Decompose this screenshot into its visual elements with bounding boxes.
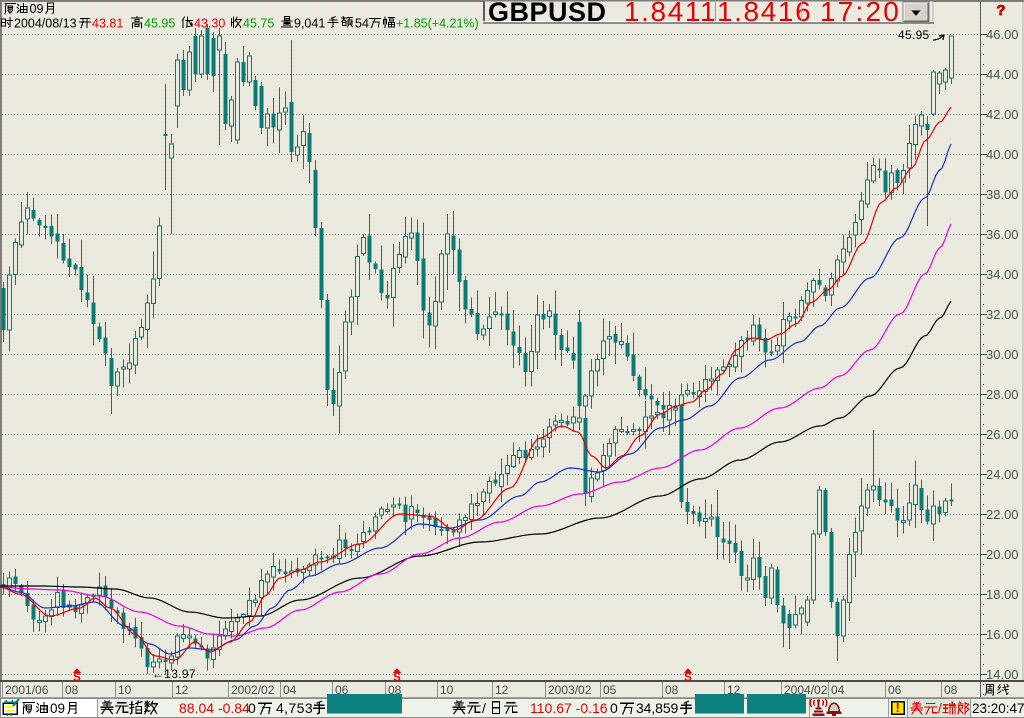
svg-text:4,753: 4,753	[276, 700, 313, 716]
svg-text:+1.85(+4.21%): +1.85(+4.21%)	[396, 17, 479, 31]
svg-text:36.00: 36.00	[986, 227, 1019, 242]
svg-text:06: 06	[335, 683, 349, 697]
svg-text:45.75: 45.75	[243, 17, 274, 31]
svg-text:09: 09	[30, 2, 44, 16]
svg-text:04: 04	[283, 683, 297, 697]
svg-text:←13.97: ←13.97	[152, 667, 196, 681]
svg-text:08: 08	[388, 683, 402, 697]
svg-text:43.81: 43.81	[92, 17, 123, 31]
svg-text:34.00: 34.00	[986, 267, 1019, 282]
svg-text:2004/08/13: 2004/08/13	[14, 17, 77, 31]
svg-text:2003/02: 2003/02	[548, 683, 592, 697]
svg-text:2002/02: 2002/02	[231, 683, 275, 697]
svg-text:23:20:47: 23:20:47	[972, 701, 1024, 716]
svg-text:2004/02: 2004/02	[784, 683, 828, 697]
svg-text:12: 12	[727, 683, 741, 697]
svg-text:12: 12	[175, 683, 189, 697]
svg-text:0: 0	[610, 700, 618, 716]
svg-text:30.00: 30.00	[986, 347, 1019, 362]
svg-text:44.00: 44.00	[986, 67, 1019, 82]
svg-text:GBPUSD: GBPUSD	[488, 0, 607, 27]
svg-text:12: 12	[495, 683, 509, 697]
svg-text:08: 08	[665, 683, 679, 697]
svg-text:05: 05	[603, 683, 617, 697]
svg-text:24.00: 24.00	[986, 467, 1019, 482]
svg-text:1.8416: 1.8416	[717, 0, 812, 27]
svg-text:?: ?	[996, 2, 1005, 19]
svg-text:38.00: 38.00	[986, 187, 1019, 202]
svg-text:S: S	[393, 672, 401, 684]
svg-text:0: 0	[248, 700, 256, 716]
svg-text:S: S	[684, 672, 692, 684]
svg-text:20.00: 20.00	[986, 547, 1019, 562]
svg-text:10: 10	[118, 683, 132, 697]
svg-text:88.04 -0.84: 88.04 -0.84	[179, 700, 250, 716]
svg-text:45.95: 45.95	[144, 17, 175, 31]
svg-text:28.00: 28.00	[986, 387, 1019, 402]
svg-text:18.00: 18.00	[986, 587, 1019, 602]
svg-text:32.00: 32.00	[986, 307, 1019, 322]
svg-text:/: /	[938, 701, 942, 716]
svg-text:110.67 -0.16: 110.67 -0.16	[530, 700, 608, 716]
svg-text:34,859: 34,859	[636, 700, 679, 716]
svg-text:14.00: 14.00	[986, 667, 1019, 682]
svg-text:22.00: 22.00	[986, 507, 1019, 522]
svg-text:16.00: 16.00	[986, 627, 1019, 642]
svg-text:9,041: 9,041	[294, 17, 325, 31]
svg-text:1.8411: 1.8411	[624, 0, 717, 27]
svg-text:42.00: 42.00	[986, 107, 1019, 122]
svg-text:46.00: 46.00	[986, 27, 1019, 42]
svg-text:09: 09	[50, 701, 65, 716]
svg-text:S: S	[73, 672, 81, 684]
svg-text:40.00: 40.00	[986, 147, 1019, 162]
svg-text:54: 54	[355, 17, 369, 31]
svg-text:10: 10	[440, 683, 454, 697]
svg-text:17:20: 17:20	[820, 0, 901, 27]
svg-text:08: 08	[944, 683, 958, 697]
svg-text:26.00: 26.00	[986, 427, 1019, 442]
svg-text:06: 06	[888, 683, 902, 697]
svg-text:45.95: 45.95	[898, 28, 930, 42]
svg-text:04: 04	[831, 683, 845, 697]
svg-text:43.30: 43.30	[194, 17, 225, 31]
svg-text:!: !	[896, 700, 900, 715]
svg-text:08: 08	[65, 683, 79, 697]
svg-text:/: /	[482, 700, 486, 716]
svg-text:2001/06: 2001/06	[5, 683, 49, 697]
